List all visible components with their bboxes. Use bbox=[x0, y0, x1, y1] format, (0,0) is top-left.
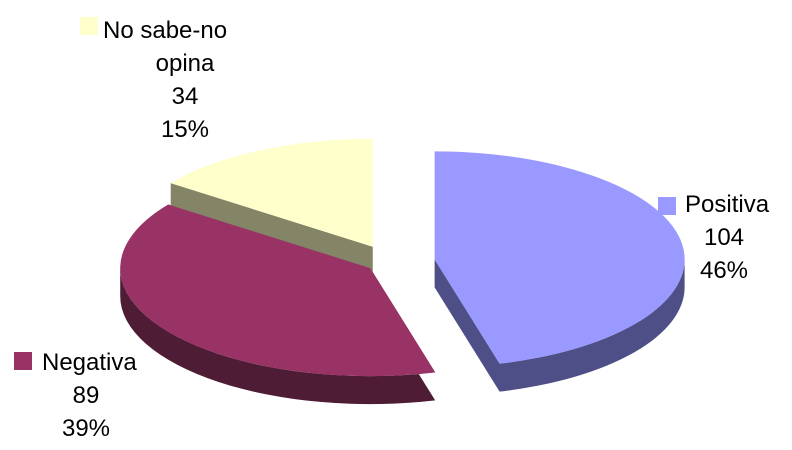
data-label-2-line-3: 15% bbox=[161, 116, 209, 143]
data-label-0-line-2: 46% bbox=[700, 257, 748, 284]
data-label-2-line-1: opina bbox=[156, 50, 215, 77]
data-label-1-line-0: Negativa bbox=[42, 349, 137, 376]
data-label-2-line-0: No sabe-no bbox=[103, 17, 227, 44]
pie-slice-1 bbox=[120, 204, 436, 377]
pie-slice-side-0 bbox=[434, 151, 685, 392]
legend-key-2 bbox=[80, 17, 98, 35]
pie-slice-0 bbox=[434, 151, 685, 364]
data-label-0-line-0: Positiva bbox=[685, 191, 770, 218]
data-label-0-line-1: 104 bbox=[704, 224, 744, 251]
pie-slice-side-1 bbox=[120, 204, 436, 405]
legend-key-0 bbox=[658, 197, 676, 215]
pie-slice-2 bbox=[170, 138, 373, 247]
data-label-0: Positiva 104 46% bbox=[658, 191, 770, 284]
data-label-2-line-2: 34 bbox=[172, 83, 199, 110]
legend-key-1 bbox=[14, 352, 32, 370]
pie-slice-side-2 bbox=[170, 138, 373, 275]
data-label-2: No sabe-no opina 34 15% bbox=[80, 17, 227, 143]
data-label-1-line-1: 89 bbox=[73, 382, 100, 409]
data-label-1: Negativa 89 39% bbox=[14, 349, 137, 442]
data-label-1-line-2: 39% bbox=[62, 415, 110, 442]
